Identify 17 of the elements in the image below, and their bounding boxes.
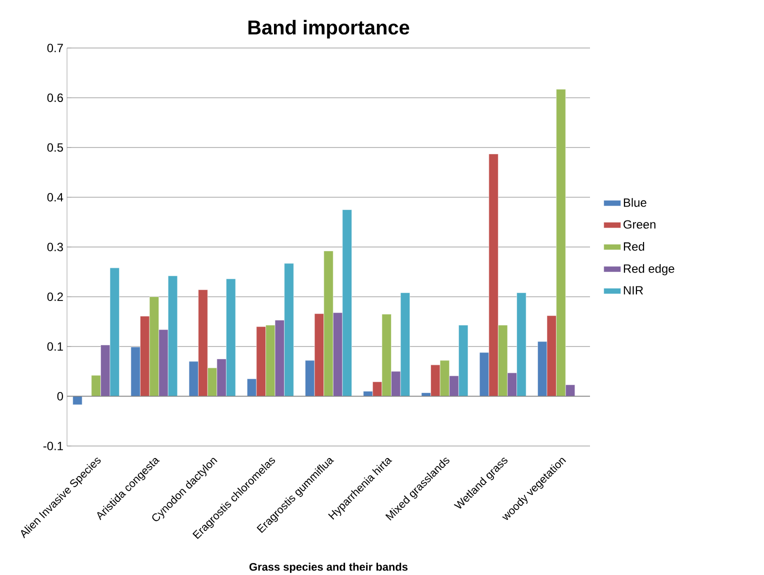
chart-title: Band importance: [248, 20, 410, 39]
y-tick-label: -0.1: [43, 442, 63, 450]
y-tick-label: 0.2: [47, 292, 63, 301]
x-axis-title: Grass species and their bands: [249, 562, 408, 573]
y-tick-label: 0: [57, 392, 64, 400]
y-tick-label: 0.6: [47, 94, 63, 102]
y-tick-label: 0.7: [47, 44, 63, 52]
y-tick-label: 0.3: [47, 242, 63, 252]
legend-label: Red edge: [624, 264, 674, 276]
y-tick-label: 0.4: [47, 193, 64, 202]
legend-label: Red: [624, 242, 644, 251]
y-tick-label: 0.1: [47, 342, 63, 351]
legend-label: Green: [624, 220, 656, 229]
legend-label: Blue: [624, 198, 646, 207]
bar: [72, 396, 82, 405]
legend-label: NIR: [624, 286, 643, 294]
y-tick-label: 0.5: [47, 143, 63, 152]
